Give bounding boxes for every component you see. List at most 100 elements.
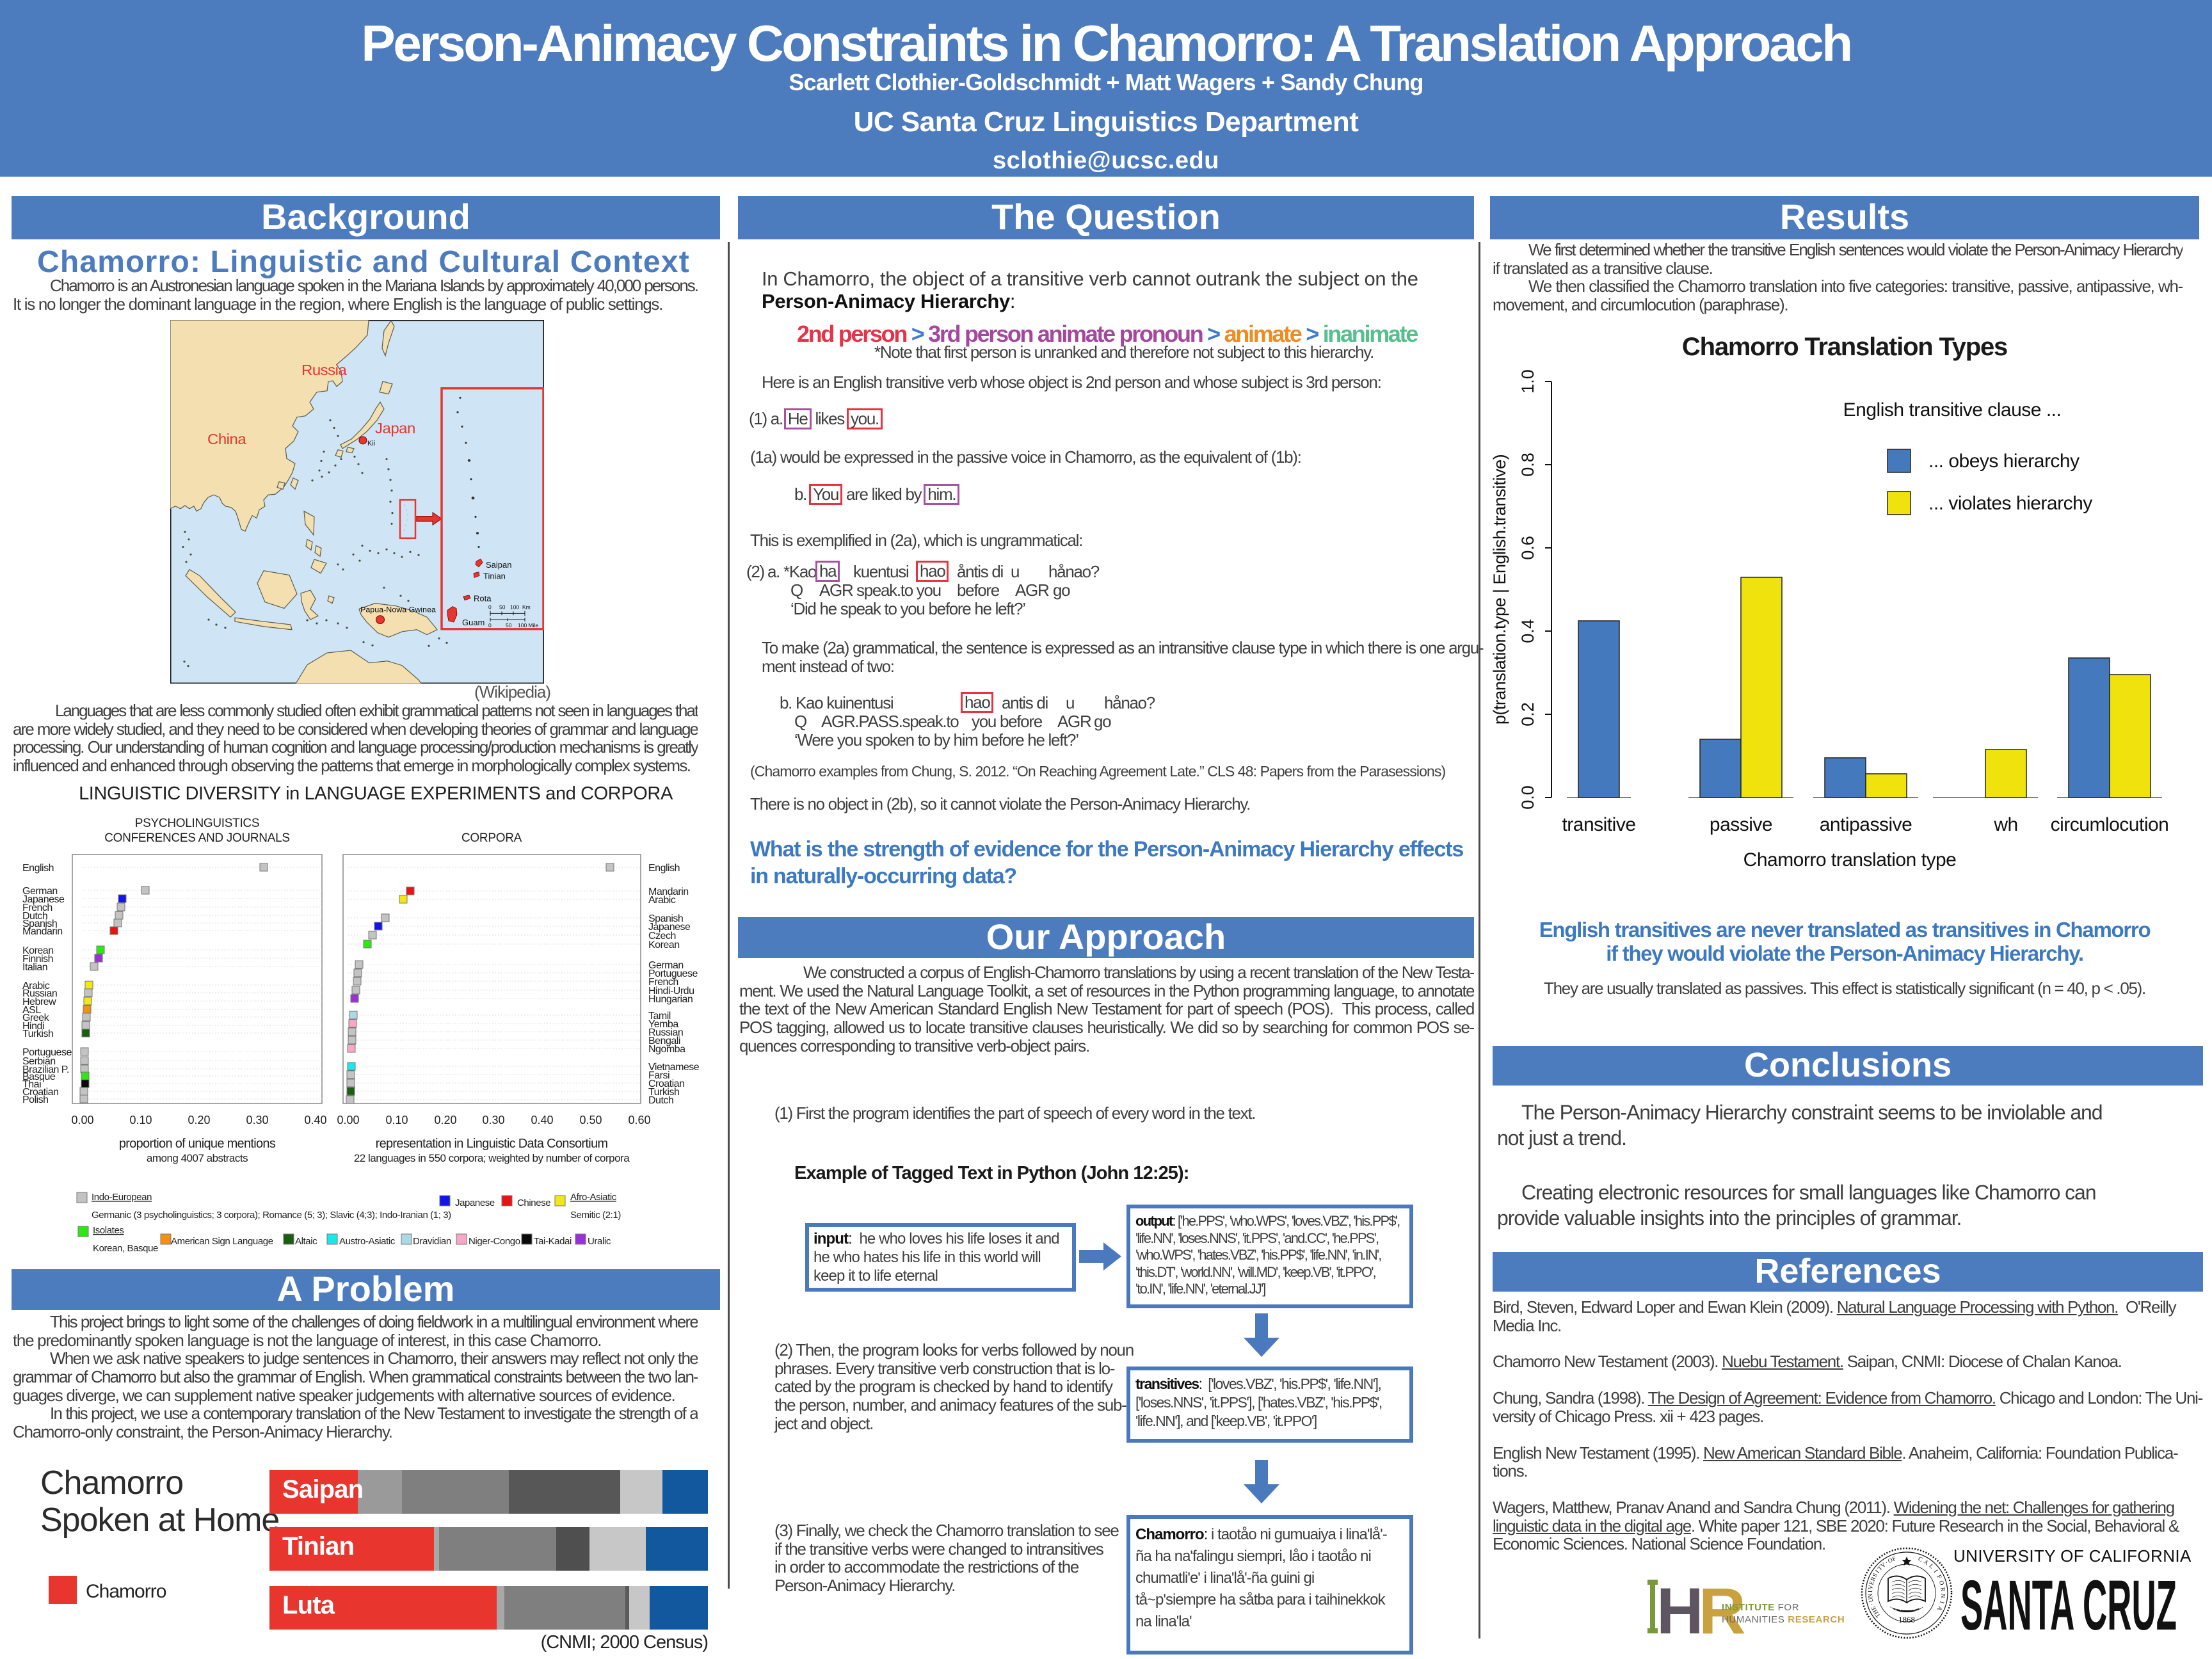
svg-text:50: 50 [499, 604, 506, 611]
svg-text:0.60: 0.60 [628, 1114, 650, 1126]
svg-text:Polish: Polish [22, 1094, 49, 1105]
svg-text:I: I [1938, 1600, 1944, 1604]
svg-text:Tai-Kadai: Tai-Kadai [534, 1236, 572, 1247]
svg-text:Guam: Guam [462, 618, 485, 627]
svg-text:Indo-European: Indo-European [92, 1192, 152, 1203]
svg-text:1.0: 1.0 [1518, 369, 1537, 394]
svg-text:Turkish: Turkish [648, 1087, 679, 1098]
svg-text:Korean: Korean [648, 940, 680, 950]
svg-text:F: F [1935, 1574, 1942, 1580]
svg-text:circumlocution: circumlocution [2051, 814, 2169, 835]
svg-text:among 4007 abstracts: among 4007 abstracts [147, 1152, 248, 1164]
svg-text:0.0: 0.0 [1518, 785, 1537, 810]
svg-text:0: 0 [488, 622, 492, 629]
svg-text:Finnish: Finnish [22, 954, 53, 965]
svg-text:Mandarin: Mandarin [22, 926, 63, 937]
svg-text:V: V [1868, 1585, 1875, 1590]
svg-text:Papua-Nowa Gwinea: Papua-Nowa Gwinea [360, 605, 436, 614]
svg-text:Serbian: Serbian [22, 1056, 56, 1067]
svg-text:Turkish: Turkish [22, 1029, 53, 1039]
svg-text:·: · [1884, 1560, 1889, 1566]
svg-text:Austro-Asiatic: Austro-Asiatic [339, 1236, 396, 1247]
svg-text:50: 50 [506, 622, 512, 629]
svg-text:Korean, Basque: Korean, Basque [93, 1243, 158, 1254]
svg-text:Czech: Czech [648, 931, 676, 942]
svg-text:Croatian: Croatian [22, 1087, 58, 1098]
svg-text:·: · [1869, 1602, 1875, 1606]
svg-text:L: L [1927, 1563, 1934, 1570]
svg-text:proportion of unique mentions: proportion of unique mentions [119, 1137, 276, 1151]
svg-text:R: R [1870, 1576, 1878, 1582]
svg-text:S: S [1872, 1573, 1879, 1579]
svg-text:Ngomba: Ngomba [648, 1044, 685, 1055]
svg-text:0.40: 0.40 [304, 1114, 326, 1126]
svg-text:French: French [22, 902, 52, 913]
svg-text:I: I [1932, 1569, 1939, 1575]
svg-text:Hindi: Hindi [22, 1021, 44, 1032]
svg-text:antipassive: antipassive [1820, 814, 1912, 835]
svg-text:INSTITUTE FOR: INSTITUTE FOR [1722, 1602, 1799, 1613]
svg-text:Hindi-Urdu: Hindi-Urdu [648, 986, 694, 997]
svg-text:Semitic (2:1): Semitic (2:1) [570, 1210, 621, 1221]
svg-text:0.50: 0.50 [579, 1114, 602, 1126]
svg-text:representation in Linguistic D: representation in Linguistic Data Consor… [376, 1137, 608, 1151]
svg-text:Dutch: Dutch [648, 1095, 673, 1106]
svg-text:English: English [648, 863, 680, 874]
svg-text:I: I [1875, 1569, 1881, 1575]
svg-text:0.2: 0.2 [1518, 702, 1537, 726]
svg-text:Afro-Asiatic: Afro-Asiatic [570, 1192, 617, 1203]
svg-text:Italian: Italian [22, 962, 47, 973]
svg-text:Japanese: Japanese [455, 1198, 495, 1208]
svg-text:LET THERE BE: LET THERE BE [1887, 1605, 1927, 1612]
svg-text:Portuguese: Portuguese [22, 1047, 72, 1058]
svg-text:Bengali: Bengali [648, 1036, 680, 1046]
svg-text:Croatian: Croatian [648, 1078, 684, 1089]
svg-text:Thai: Thai [22, 1079, 41, 1090]
svg-text:N: N [1939, 1593, 1946, 1598]
svg-text:T: T [1877, 1565, 1884, 1572]
svg-text:Russian: Russian [648, 1027, 683, 1038]
svg-text:Chamorro translation type: Chamorro translation type [1743, 849, 1957, 870]
svg-text:Chinese: Chinese [517, 1198, 550, 1208]
svg-text:wh: wh [1993, 814, 2017, 835]
svg-text:Arabic: Arabic [22, 981, 50, 991]
svg-text:Dravidian: Dravidian [413, 1236, 451, 1247]
svg-text:CORPORA: CORPORA [461, 831, 522, 845]
svg-text:Russia: Russia [301, 362, 348, 379]
svg-text:French: French [648, 977, 678, 988]
svg-text:Yemba: Yemba [648, 1019, 678, 1030]
svg-text:Greek: Greek [22, 1013, 50, 1023]
svg-text:SANTA CRUZ: SANTA CRUZ [1960, 1568, 2177, 1645]
svg-text:Japanese: Japanese [22, 894, 65, 905]
svg-text:Spanish: Spanish [22, 918, 57, 929]
svg-text:Russian: Russian [22, 988, 57, 999]
svg-text:Farsi: Farsi [648, 1070, 669, 1081]
svg-text:100 Mile: 100 Mile [518, 622, 538, 629]
svg-text:PSYCHOLINGUISTICS: PSYCHOLINGUISTICS [135, 817, 259, 830]
svg-text:F: F [1892, 1556, 1897, 1563]
svg-text:English: English [22, 863, 54, 874]
svg-text:Hungarian: Hungarian [648, 994, 693, 1005]
svg-text:0.10: 0.10 [129, 1114, 152, 1126]
svg-text:transitive: transitive [1562, 814, 1635, 835]
svg-text:0.40: 0.40 [531, 1114, 553, 1126]
svg-text:O: O [1937, 1580, 1945, 1586]
svg-text:Niger-Congo: Niger-Congo [469, 1236, 520, 1247]
svg-text:Isolates: Isolates [93, 1225, 124, 1236]
svg-text:22 languages in 550 corpora; w: 22 languages in 550 corpora; weighted by… [354, 1152, 630, 1164]
svg-text:T: T [1875, 1612, 1882, 1619]
svg-text:Germanic (3 psycholinguistics;: Germanic (3 psycholinguistics; 3 corpora… [92, 1210, 451, 1221]
svg-text:Korean: Korean [22, 945, 54, 956]
svg-text:German: German [648, 960, 684, 971]
svg-text:O: O [1887, 1557, 1894, 1565]
svg-text:0.8: 0.8 [1518, 453, 1537, 477]
svg-text:... violates hierarchy: ... violates hierarchy [1928, 493, 2092, 514]
svg-text:0.4: 0.4 [1518, 619, 1537, 643]
svg-text:I: I [1868, 1591, 1874, 1593]
svg-text:0.20: 0.20 [434, 1114, 456, 1126]
svg-text:... obeys hierarchy: ... obeys hierarchy [1928, 451, 2080, 472]
svg-text:Japanese: Japanese [648, 922, 691, 933]
svg-text:American Sign Language: American Sign Language [171, 1236, 273, 1247]
svg-text:Portuguese: Portuguese [648, 968, 698, 979]
svg-text:Spanish: Spanish [648, 913, 683, 924]
